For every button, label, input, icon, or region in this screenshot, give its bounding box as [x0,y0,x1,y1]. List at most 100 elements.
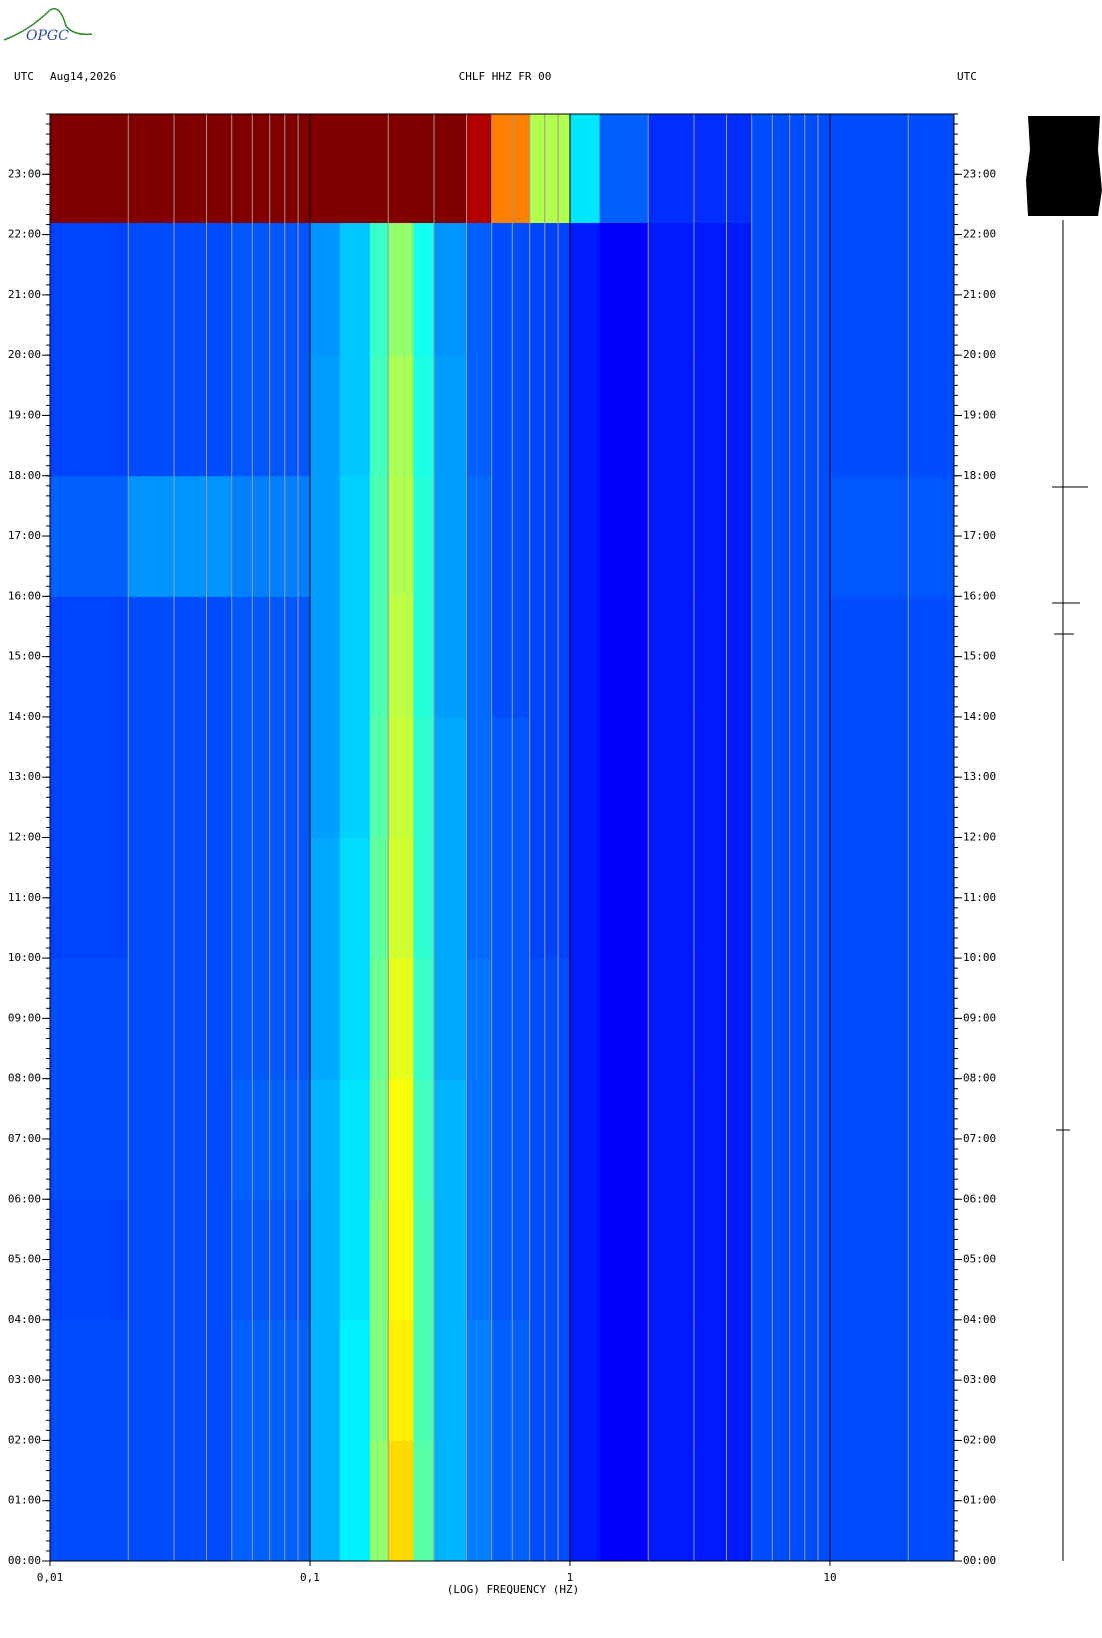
y-tick-label-right: 01:00 [963,1494,996,1507]
heatmap-cell [388,1319,414,1441]
heatmap-cell [529,1199,571,1321]
heatmap-cell [569,1319,601,1441]
heatmap-cell [466,1199,493,1321]
date: Aug14,2026 [50,70,116,83]
y-tick-label-right: 05:00 [963,1253,996,1266]
heatmap-cell [369,355,389,477]
y-tick-label: 19:00 [8,408,41,421]
heatmap-cell [231,1319,311,1441]
heatmap-cell [599,958,649,1080]
heatmap-cell [648,1078,753,1200]
heatmap-cell [339,355,371,477]
y-tick-label: 00:00 [8,1554,41,1567]
heatmap-cell [434,1078,468,1200]
heatmap-cell [648,837,753,959]
y-tick-label-right: 12:00 [963,831,996,844]
heatmap-cell [309,1319,341,1441]
heatmap-cell [369,716,389,838]
heatmap-cell [413,958,435,1080]
y-tick-label-right: 08:00 [963,1072,996,1085]
heatmap-cell [599,837,649,959]
y-tick-label-right: 10:00 [963,951,996,964]
heatmap-cell [599,1078,649,1200]
heatmap-cell [339,1440,371,1562]
heatmap-cell [128,958,233,1080]
heatmap-cell [529,958,571,1080]
y-tick-label-right: 18:00 [963,469,996,482]
heatmap-cell [50,837,129,959]
heatmap-cell [751,114,831,224]
y-tick-label: 12:00 [8,831,41,844]
heatmap-cell [388,716,414,838]
heatmap-cell [529,837,571,959]
heatmap-cell [128,837,233,959]
heatmap-cell [50,475,129,597]
heatmap-cell [491,958,531,1080]
heatmap-cell [529,716,571,838]
heatmap-cell [751,1319,831,1441]
heatmap-cell [309,596,341,718]
y-tick-label-right: 03:00 [963,1373,996,1386]
heatmap-cell [388,596,414,718]
heatmap-cell [339,958,371,1080]
time-zone-right: UTC [957,70,977,83]
plot-frame [49,113,955,1562]
y-tick-label: 22:00 [8,228,41,241]
y-tick-label: 14:00 [8,710,41,723]
y-tick-label: 07:00 [8,1132,41,1145]
heatmap-cell [491,1440,531,1562]
heatmap-cell [466,475,493,597]
heatmap-cell [231,958,311,1080]
heatmap-cell [413,1199,435,1321]
heatmap-cell [599,1319,649,1441]
y-tick-label: 03:00 [8,1373,41,1386]
heatmap-cell [491,837,531,959]
logo-text: OPGC [26,28,69,44]
heatmap-cell [413,837,435,959]
heatmap-cell [388,114,414,224]
time-zone-left: UTC [14,70,34,83]
heatmap-cell [231,837,311,959]
heatmap-cell [466,1440,493,1562]
heatmap-cell [369,114,389,224]
heatmap-cell [829,958,955,1080]
heatmap-cell [466,114,493,224]
heatmap-cell [388,355,414,477]
heatmap-cell [529,596,571,718]
heatmap-cell [491,114,531,224]
heatmap-cell [599,355,649,477]
y-tick-label: 09:00 [8,1011,41,1024]
y-tick-label: 17:00 [8,529,41,542]
heatmap-cell [751,475,831,597]
heatmap-cell [434,596,468,718]
heatmap-cell [369,958,389,1080]
heatmap-cell [309,475,341,597]
y-tick-label-right: 02:00 [963,1433,996,1446]
heatmap-cell [466,222,493,356]
heatmap-cell [339,837,371,959]
heatmap-cell [434,958,468,1080]
y-tick-label: 05:00 [8,1253,41,1266]
heatmap-cell [829,222,955,356]
heatmap-cell [128,355,233,477]
heatmap-cell [413,1319,435,1441]
heatmap-cell [599,114,649,224]
heatmap-cell [751,222,831,356]
heatmap-cell [751,958,831,1080]
heatmap-cell [529,114,571,224]
y-tick-label: 13:00 [8,770,41,783]
heatmap-cell [369,475,389,597]
heatmap-cell [491,1319,531,1441]
heatmap-cell [128,475,233,597]
y-tick-label: 08:00 [8,1072,41,1085]
heatmap-cell [231,1199,311,1321]
heatmap-cell [491,716,531,838]
y-tick-label: 04:00 [8,1313,41,1326]
x-tick-label: 0,1 [300,1571,320,1584]
heatmap-cell [231,355,311,477]
heatmap [50,114,955,1562]
y-tick-label-right: 13:00 [963,770,996,783]
y-tick-label-right: 00:00 [963,1554,996,1567]
heatmap-cell [339,1078,371,1200]
